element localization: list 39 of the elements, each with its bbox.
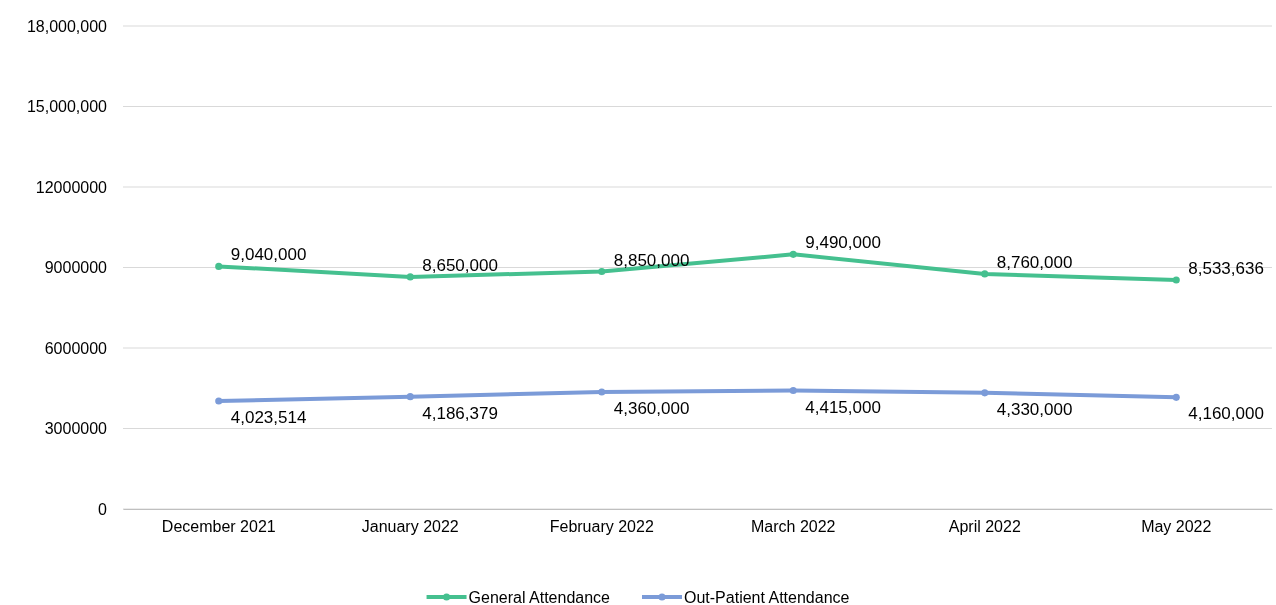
data-label: 9,490,000 [805, 233, 881, 253]
point [406, 273, 414, 281]
y-tick-label: 12000000 [35, 178, 108, 196]
point [789, 250, 797, 258]
data-label: 8,760,000 [996, 252, 1073, 272]
point [598, 267, 606, 276]
point [981, 389, 989, 397]
x-tick-label: January 2022 [361, 518, 459, 536]
legend-label: Out-Patient Attendance [683, 588, 850, 605]
x-tick-label: April 2022 [948, 518, 1021, 536]
point [1172, 276, 1180, 284]
y-tick-label: 6000000 [44, 339, 108, 357]
y-tick-label: 9000000 [44, 259, 108, 277]
x-tick-label: February 2022 [549, 518, 654, 536]
x-tick-label: May 2022 [1141, 518, 1212, 536]
x-tick-label: March 2022 [751, 518, 836, 536]
legend-label: General Attendance [468, 588, 611, 605]
point [406, 393, 414, 401]
point [789, 386, 797, 395]
y-tick-label: 0 [98, 500, 108, 518]
point [981, 270, 989, 278]
data-label: 8,533,636 [1188, 259, 1264, 279]
data-label: 4,160,000 [1188, 404, 1264, 424]
data-label: 4,360,000 [613, 399, 690, 419]
data-label: 4,330,000 [996, 399, 1073, 419]
data-label: 8,650,000 [422, 255, 498, 275]
y-tick-label: 3000000 [44, 420, 108, 438]
y-tick-label: 15,000,000 [26, 98, 108, 116]
point [598, 388, 606, 396]
data-label: 4,023,514 [230, 408, 307, 428]
point [215, 397, 223, 405]
data-label: 4,415,000 [805, 397, 881, 417]
y-tick-label: 18,000,000 [26, 17, 108, 35]
data-label: 4,186,379 [422, 403, 498, 423]
point [1172, 393, 1180, 401]
data-label: 9,040,000 [230, 245, 307, 265]
data-label: 8,850,000 [613, 250, 690, 270]
x-tick-label: December 2021 [161, 518, 276, 536]
point [215, 262, 223, 270]
